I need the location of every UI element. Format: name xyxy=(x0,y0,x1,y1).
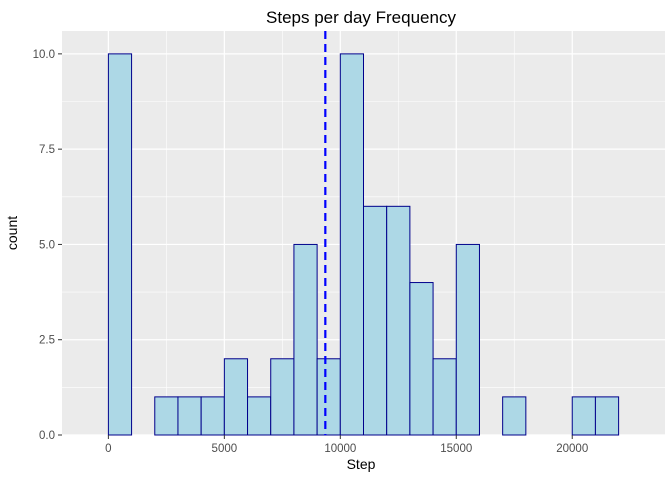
y-axis-title: count xyxy=(4,216,20,250)
histogram-bar xyxy=(363,205,388,436)
histogram-bar xyxy=(177,396,202,436)
y-tick-label: 10.0 xyxy=(33,49,55,61)
histogram-bar xyxy=(270,358,295,436)
x-tick-label: 20000 xyxy=(556,443,588,455)
y-tick-label: 7.5 xyxy=(39,144,55,156)
y-tick-label: 0.0 xyxy=(39,430,55,442)
x-axis: 0 5000 10000 15000 20000 xyxy=(105,435,588,455)
histogram-bar xyxy=(200,396,225,436)
chart-title: Steps per day Frequency xyxy=(266,8,456,27)
histogram-bar xyxy=(502,396,527,436)
histogram-bar xyxy=(316,358,341,436)
x-tick-label: 5000 xyxy=(212,443,238,455)
histogram-bar xyxy=(594,396,620,436)
bars xyxy=(107,53,620,436)
histogram-bar xyxy=(432,358,457,436)
y-tick-label: 5.0 xyxy=(39,239,55,251)
histogram-bar xyxy=(247,396,272,436)
histogram-bar xyxy=(339,53,364,436)
histogram-bar xyxy=(571,396,596,436)
histogram-bar xyxy=(455,243,480,436)
histogram-bar xyxy=(223,358,249,436)
histogram-bar xyxy=(107,53,133,436)
x-tick-label: 0 xyxy=(105,443,111,455)
y-axis: 0.0 2.5 5.0 7.5 10.0 xyxy=(33,49,62,442)
x-tick-label: 10000 xyxy=(324,443,356,455)
histogram-bar xyxy=(409,282,434,436)
x-axis-title: Step xyxy=(347,456,376,472)
histogram-bar xyxy=(154,396,179,436)
y-tick-label: 2.5 xyxy=(39,335,55,347)
histogram-bar xyxy=(386,205,411,436)
histogram-bar xyxy=(293,243,318,436)
x-tick-label: 15000 xyxy=(440,443,472,455)
